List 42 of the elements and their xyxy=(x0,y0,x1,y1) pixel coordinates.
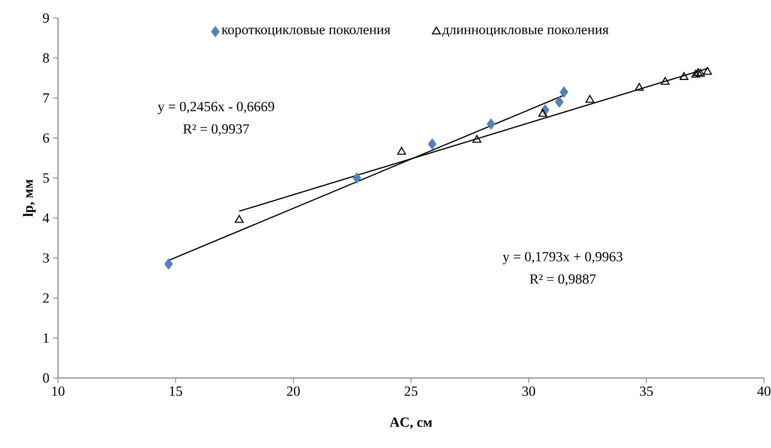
point xyxy=(397,146,406,155)
x-tick-label: 35 xyxy=(640,386,653,396)
y-tick-label: 2 xyxy=(43,293,49,303)
point xyxy=(691,70,700,78)
point xyxy=(680,72,688,80)
annotation: R² = 0,9887 xyxy=(530,274,596,286)
x-tick-label: 25 xyxy=(404,386,418,396)
y-tick-label: 8 xyxy=(43,53,49,63)
point xyxy=(486,118,496,130)
y-tick-label: 4 xyxy=(42,213,50,223)
y-tick-label: 7 xyxy=(43,93,50,103)
x-tick-label: 40 xyxy=(757,386,770,396)
annotation: y = 0,1793x + 0,9963 xyxy=(502,252,622,264)
point xyxy=(634,82,644,91)
point xyxy=(538,108,548,117)
point xyxy=(352,172,362,184)
x-tick-label: 15 xyxy=(170,386,182,396)
y-tick-label: 1 xyxy=(44,333,49,343)
point xyxy=(560,86,568,98)
y-tick-label: 0 xyxy=(43,373,49,383)
point xyxy=(164,258,173,270)
annotation: y = 0,2456x - 0,6669 xyxy=(158,102,274,114)
point xyxy=(234,214,244,223)
point xyxy=(585,94,594,103)
x-tick-label: 10 xyxy=(52,386,64,396)
x-tick-label: 20 xyxy=(286,386,300,396)
point xyxy=(554,96,564,108)
legend-label: короткоцикловые поколения xyxy=(222,28,390,38)
x-tick-label: 30 xyxy=(522,386,536,396)
point xyxy=(694,68,703,76)
point xyxy=(696,68,705,77)
point xyxy=(428,138,436,150)
y-tick-label: 3 xyxy=(43,253,49,263)
point xyxy=(660,76,670,85)
y-tick-label: 5 xyxy=(43,173,49,183)
annotation: R² = 0,9937 xyxy=(183,124,250,136)
y-tick-label: 6 xyxy=(43,133,50,143)
point xyxy=(472,134,482,143)
y-axis-title: lp, мм xyxy=(23,180,36,217)
legend-label: длинноцикловые поколения xyxy=(442,28,608,37)
x-axis-title: AC, см xyxy=(390,418,432,429)
y-tick-label: 9 xyxy=(42,13,49,23)
